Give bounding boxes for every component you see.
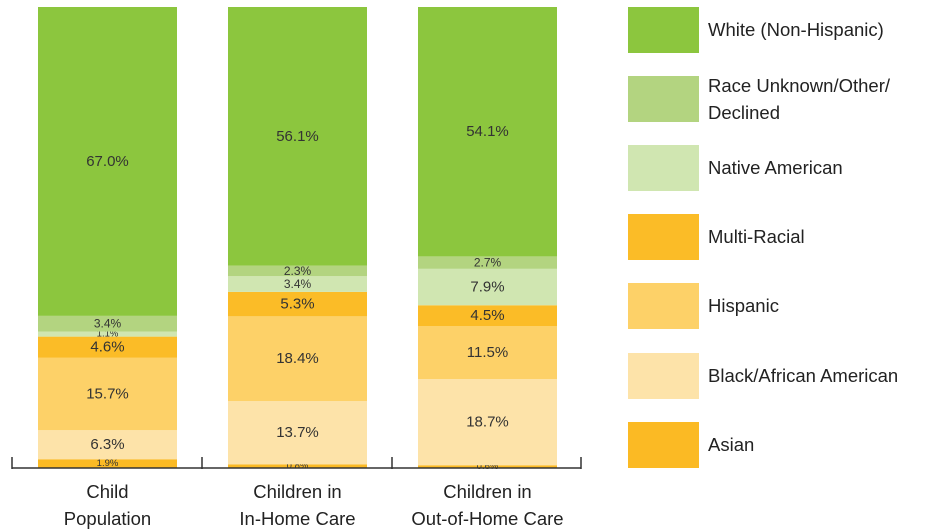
bar-segment [228,464,367,468]
category-label-line: Population [64,508,151,529]
data-label: 0.6% [477,461,499,472]
legend-swatch [628,283,699,329]
legend-label: White (Non-Hispanic) [708,19,884,40]
data-label: 2.3% [284,264,312,278]
legend-label: Asian [708,434,755,455]
category-label-line: Out-of-Home Care [411,508,563,529]
bar-segment [418,379,557,466]
data-label: 18.7% [466,414,509,431]
category-label: Children in In-Home Care [239,481,355,529]
category-label-line: Children in [443,481,531,502]
data-label: 5.3% [280,296,314,313]
data-label: 54.1% [466,123,509,140]
bar-segment [38,459,177,468]
category-label: Children in Out-of-Home Care [411,481,563,529]
data-label: 1.1% [97,329,119,340]
bar-segment [418,268,557,306]
legend-item: Hispanic [628,283,943,331]
data-label: 1.9% [97,458,119,469]
stacked-bar-chart: 1.9%6.3%15.7%4.6%1.1%3.4%67.0%Child Popul… [11,7,582,529]
data-label: 3.4% [94,317,122,331]
data-label: 15.7% [86,386,129,403]
legend-label: Race Unknown/Other/ Declined [708,75,891,123]
bar-segment [228,291,367,317]
bar-segment [418,465,557,468]
legend-item: White (Non-Hispanic) [628,7,943,55]
legend-label: Black/African American [708,365,899,386]
legend-label: Hispanic [708,295,779,316]
bar-segment [38,357,177,431]
legend-swatch [628,7,699,53]
data-label: 4.6% [90,339,124,356]
bar-segment [38,315,177,332]
bar-segment [418,256,557,269]
bar-segment [418,7,557,257]
data-label: 67.0% [86,153,129,170]
legend-swatch [628,76,699,122]
legend-swatch [628,214,699,260]
bar-segment [228,276,367,292]
legend-swatch [628,422,699,468]
bar-segment [228,401,367,465]
legend-label: Multi-Racial [708,226,805,247]
data-label: 56.1% [276,128,319,145]
legend-label: Native American [708,157,843,178]
bar-segment [418,305,557,327]
bar-segment [418,326,557,380]
bar-segment [228,265,367,277]
data-label: 0.8% [287,461,309,472]
legend-item: Black/African American [628,353,943,401]
data-label: 3.4% [284,277,312,291]
bar-segment [38,331,177,337]
bar-segment [38,336,177,358]
data-label: 6.3% [90,436,124,453]
data-label: 2.7% [474,256,502,270]
bar-segment [38,7,177,316]
legend-item: Native American [628,145,943,193]
data-label: 4.5% [470,307,504,324]
data-label: 13.7% [276,424,319,441]
data-label: 18.4% [276,350,319,367]
bar-segment [228,7,367,266]
bar-segment [38,430,177,460]
category-label-line: Children in [253,481,341,502]
bar-segment [228,316,367,402]
legend-swatch [628,353,699,399]
data-label: 11.5% [467,344,508,361]
category-label-line: In-Home Care [239,508,355,529]
data-label: 7.9% [470,279,504,296]
category-label-line: Child [86,481,128,502]
legend-item: Multi-Racial [628,214,943,262]
legend-item: Race Unknown/Other/ Declined [628,75,943,124]
legend-item: Asian [628,422,943,470]
category-label: Child Population [64,481,151,529]
legend-swatch [628,145,699,191]
